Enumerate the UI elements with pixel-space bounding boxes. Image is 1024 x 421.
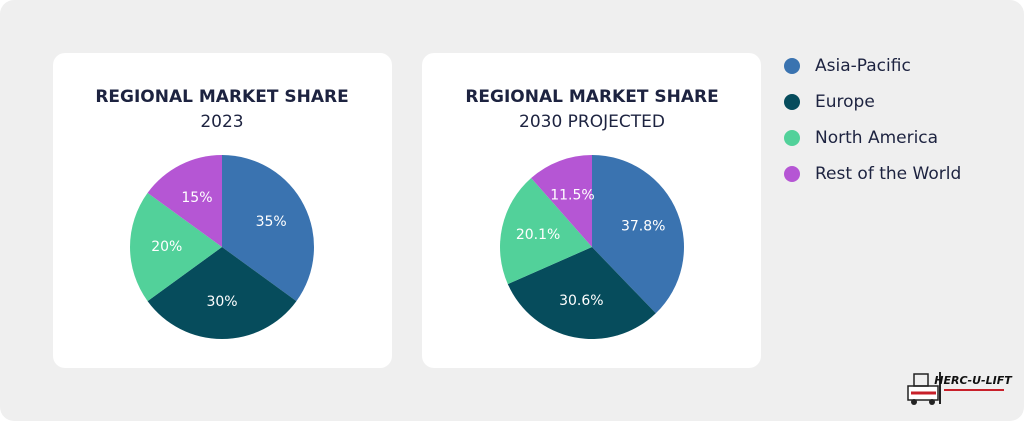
slice-label: 11.5% — [550, 187, 594, 203]
logo-text: HERC-U-LIFT — [934, 374, 1013, 387]
pie-slice — [592, 155, 684, 314]
pie-slice — [222, 155, 314, 302]
legend-label: Rest of the World — [815, 164, 961, 184]
legend-swatch — [784, 58, 800, 74]
chart-title: REGIONAL MARKET SHARE — [465, 87, 718, 107]
logo-wheel — [929, 399, 935, 405]
pie-slice — [500, 177, 592, 285]
chart-title: REGIONAL MARKET SHARE — [95, 87, 348, 107]
slice-label: 20.1% — [516, 227, 560, 243]
slice-label: 30% — [206, 294, 237, 310]
slice-label: 37.8% — [621, 218, 665, 234]
legend-swatch — [784, 94, 800, 110]
slice-label: 15% — [181, 190, 212, 206]
slice-label: 30.6% — [559, 293, 603, 309]
slice-label: 20% — [151, 239, 182, 255]
pie-slice — [147, 155, 222, 247]
logo: HERC-U-LIFT — [907, 372, 1013, 405]
logo-forklift-cab — [913, 373, 929, 387]
chart-subtitle: 2030 PROJECTED — [519, 112, 665, 132]
legend-swatch — [784, 166, 800, 182]
chart-subtitle: 2023 — [200, 112, 243, 132]
legend-label: Europe — [815, 92, 875, 112]
legend-label: North America — [815, 128, 938, 148]
logo-wheel — [911, 399, 917, 405]
legend-swatch — [784, 130, 800, 146]
pie-slice — [531, 155, 592, 247]
pie-slice — [130, 192, 222, 302]
pie-slice — [147, 247, 297, 339]
pie-slice — [507, 247, 656, 339]
legend-label: Asia-Pacific — [815, 56, 911, 76]
slice-label: 35% — [256, 214, 287, 230]
